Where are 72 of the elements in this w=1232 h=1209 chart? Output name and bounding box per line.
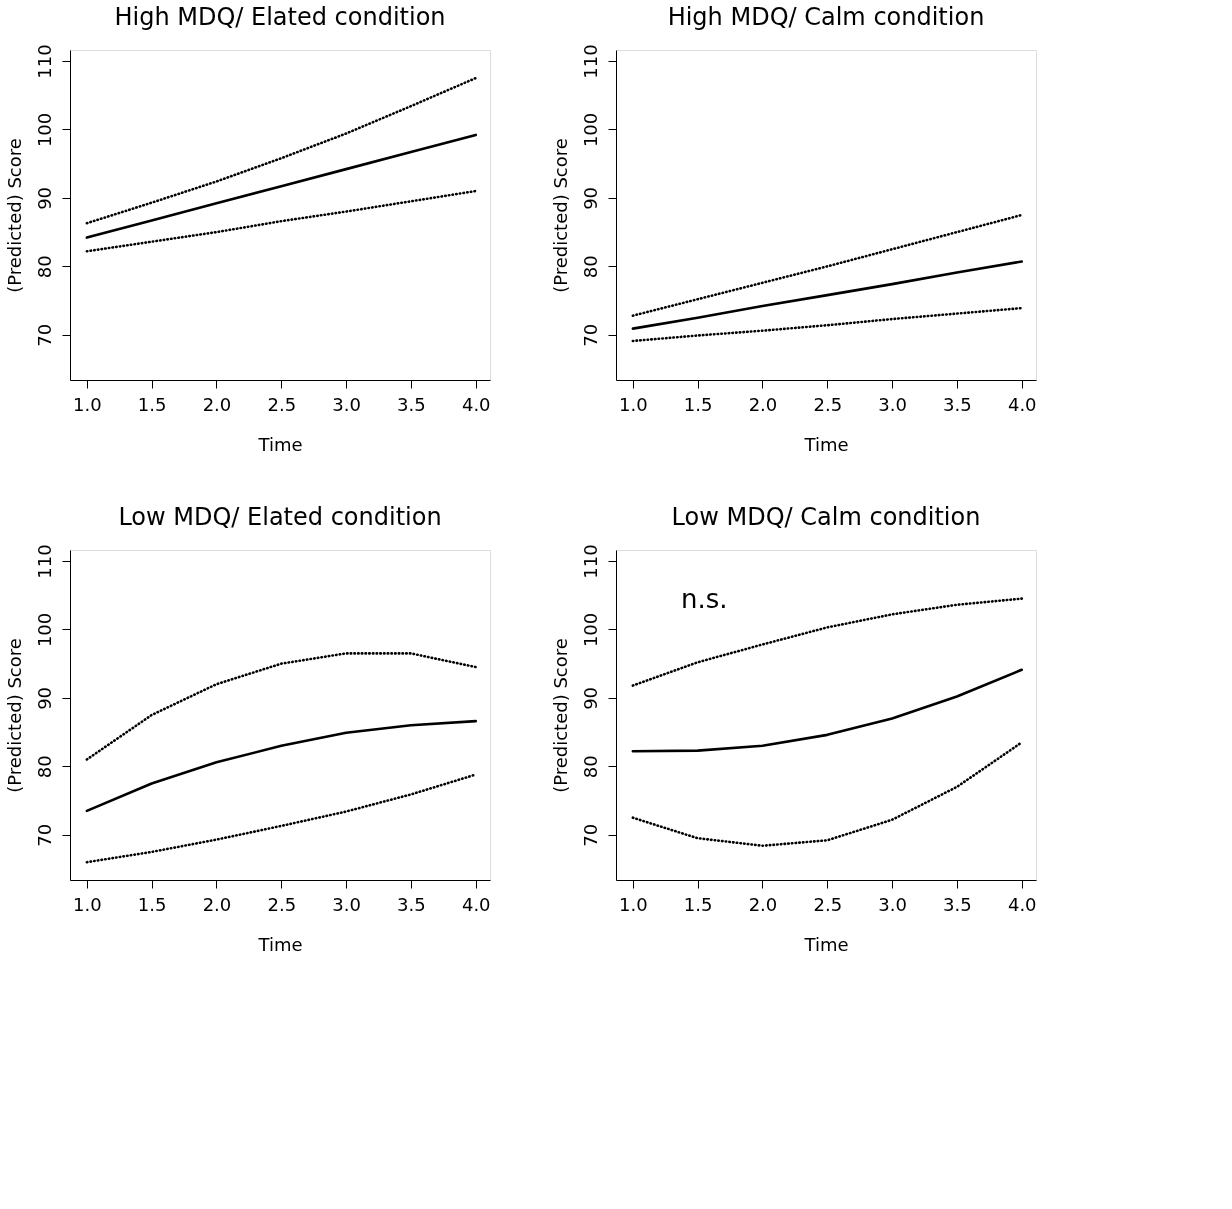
chart-title: Low MDQ/ Calm condition (671, 502, 981, 531)
x-tick-label: 3.5 (397, 393, 426, 415)
x-tick-label: 3.0 (878, 893, 907, 915)
chart-title: High MDQ/ Calm condition (667, 2, 985, 31)
x-tick-label: 1.0 (619, 393, 648, 415)
y-tick-label: 110 (579, 44, 601, 79)
x-tick-label: 2.5 (267, 393, 297, 415)
line-series (631, 741, 1024, 848)
x-tick-label: 3.5 (943, 393, 972, 415)
y-tick-label: 100 (33, 612, 55, 648)
x-axis-title: Time (803, 433, 849, 455)
line-series (85, 76, 478, 225)
line-series (85, 189, 478, 253)
x-tick-label: 1.0 (73, 893, 102, 915)
x-tick-label: 1.0 (619, 893, 648, 915)
y-tick-label: 90 (579, 686, 601, 710)
x-axis-title: Time (257, 433, 303, 455)
chart-title: Low MDQ/ Elated condition (118, 502, 442, 531)
x-tick-label: 3.0 (332, 393, 361, 415)
x-tick-label: 1.5 (683, 393, 713, 415)
x-tick-label: 3.5 (397, 893, 426, 915)
y-tick-label: 80 (33, 255, 55, 279)
x-tick-label: 1.5 (137, 893, 167, 915)
y-tick-label: 100 (33, 112, 55, 148)
y-tick-label: 100 (579, 112, 601, 148)
x-tick-label: 4.0 (461, 893, 491, 915)
x-tick-label: 2.0 (748, 393, 778, 415)
y-tick-label: 110 (33, 544, 55, 579)
line-series (631, 306, 1024, 343)
line-series (85, 773, 478, 864)
line-series (631, 213, 1024, 317)
x-tick-label: 3.0 (332, 893, 361, 915)
x-tick-label: 3.0 (878, 393, 907, 415)
y-tick-label: 80 (579, 255, 601, 279)
x-tick-label: 4.0 (461, 393, 491, 415)
line-series (85, 719, 478, 813)
y-tick-label: 110 (33, 44, 55, 79)
chart-title: High MDQ/ Elated condition (114, 2, 446, 31)
y-axis-title: (Predicted) Score (549, 138, 571, 293)
y-tick-label: 70 (579, 823, 601, 847)
y-tick-label: 80 (579, 755, 601, 779)
y-tick-label: 100 (579, 612, 601, 648)
y-tick-label: 70 (579, 323, 601, 347)
x-tick-label: 4.0 (1007, 893, 1037, 915)
line-series (85, 133, 478, 239)
y-tick-label: 70 (33, 823, 55, 847)
y-tick-label: 90 (33, 186, 55, 210)
x-tick-label: 1.5 (137, 393, 167, 415)
y-tick-label: 70 (33, 323, 55, 347)
line-series (631, 668, 1024, 753)
x-axis-title: Time (257, 933, 303, 955)
x-tick-label: 3.5 (943, 893, 972, 915)
x-tick-label: 2.0 (748, 893, 778, 915)
x-tick-label: 2.5 (813, 393, 843, 415)
line-series (631, 260, 1024, 330)
y-axis-title: (Predicted) Score (3, 638, 25, 793)
line-series (85, 652, 478, 761)
y-axis-title: (Predicted) Score (549, 638, 571, 793)
annotation: n.s. (681, 584, 728, 614)
y-axis-title: (Predicted) Score (3, 138, 25, 293)
x-tick-label: 1.5 (683, 893, 713, 915)
x-tick-label: 2.0 (202, 393, 232, 415)
x-axis-title: Time (803, 933, 849, 955)
y-tick-label: 90 (33, 686, 55, 710)
x-tick-label: 2.5 (267, 893, 297, 915)
x-tick-label: 2.0 (202, 893, 232, 915)
x-tick-label: 4.0 (1007, 393, 1037, 415)
x-tick-label: 1.0 (73, 393, 102, 415)
y-tick-label: 80 (33, 755, 55, 779)
y-tick-label: 90 (579, 186, 601, 210)
y-tick-label: 110 (579, 544, 601, 579)
x-tick-label: 2.5 (813, 893, 843, 915)
